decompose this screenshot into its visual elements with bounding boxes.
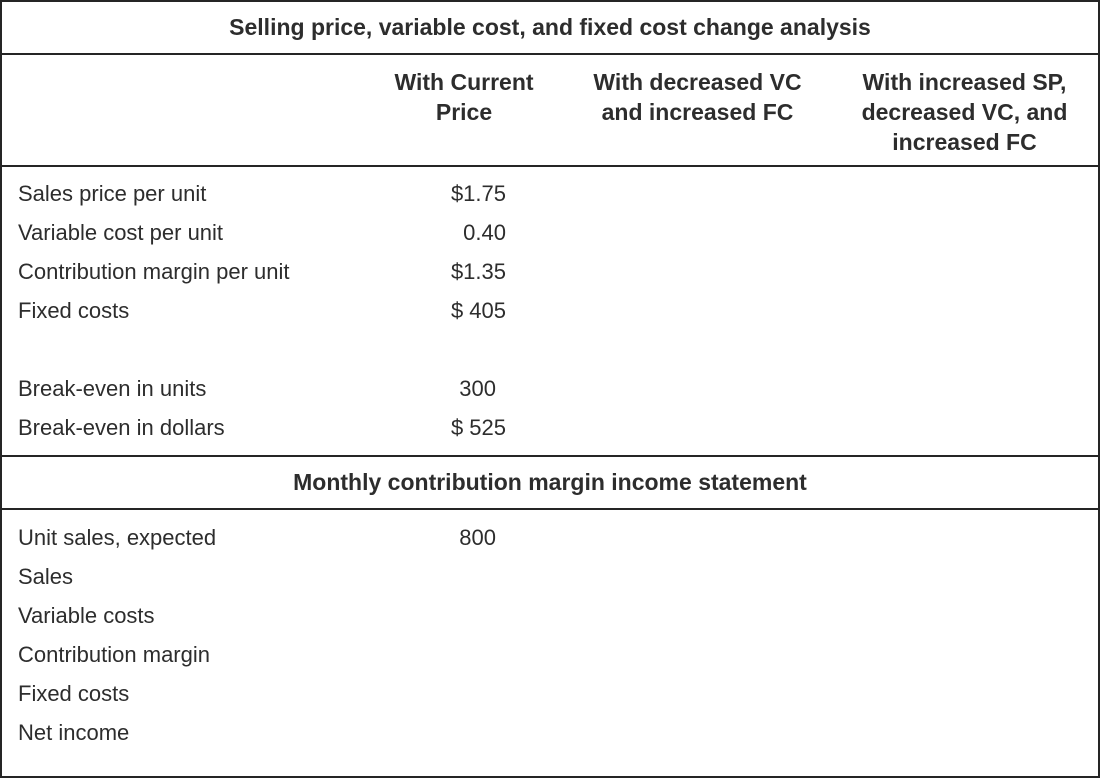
row-value-current-price: 800 xyxy=(459,524,496,550)
column-header-row: With Current Price With decreased VC and… xyxy=(2,55,1098,167)
row-label: Contribution margin per unit xyxy=(18,258,290,284)
row-value-current-price: $ 405 xyxy=(450,297,506,323)
row-value-current-price: 0.40 xyxy=(463,219,506,245)
table-title: Selling price, variable cost, and fixed … xyxy=(2,2,1098,55)
row-label: Fixed costs xyxy=(18,680,130,706)
row-value-current-price: $1.75 xyxy=(450,180,506,206)
table-row-net-income: Net income xyxy=(2,713,1098,752)
row-label: Unit sales, expected xyxy=(18,524,217,550)
table-row-sales: Sales xyxy=(2,557,1098,596)
table-row-sales-price-per-unit: Sales price per unit $1.75 xyxy=(2,174,1098,213)
table-row-variable-cost-per-unit: Variable cost per unit 0.40 xyxy=(2,213,1098,252)
table-row-spacer xyxy=(2,330,1098,369)
column-header-decreased-vc-increased-fc: With decreased VC and increased FC xyxy=(593,69,802,125)
table-row-fixed-costs-statement: Fixed costs xyxy=(2,674,1098,713)
row-label: Break-even in units xyxy=(18,375,207,401)
row-value-current-price: 300 xyxy=(459,375,496,401)
row-label: Fixed costs xyxy=(18,297,130,323)
break-even-analysis-section: Sales price per unit $1.75 Variable cost… xyxy=(2,167,1098,457)
section-title-monthly-income-statement: Monthly contribution margin income state… xyxy=(2,457,1098,510)
table-row-unit-sales-expected: Unit sales, expected 800 xyxy=(2,518,1098,557)
table-row-break-even-in-units: Break-even in units 300 xyxy=(2,369,1098,408)
table-row-break-even-in-dollars: Break-even in dollars $ 525 xyxy=(2,408,1098,447)
row-label: Variable cost per unit xyxy=(18,219,224,245)
table-row-fixed-costs: Fixed costs $ 405 xyxy=(2,291,1098,330)
row-value-current-price: $1.35 xyxy=(450,258,506,284)
row-value-current-price: $ 525 xyxy=(450,414,506,440)
table-row-contribution-margin-per-unit: Contribution margin per unit $1.35 xyxy=(2,252,1098,291)
row-label: Sales xyxy=(18,563,74,589)
row-label: Variable costs xyxy=(18,602,155,628)
table-row-contribution-margin: Contribution margin xyxy=(2,635,1098,674)
column-header-increased-sp-decreased-vc-increased-fc: With increased SP, decreased VC, and inc… xyxy=(861,69,1068,155)
row-label: Net income xyxy=(18,719,130,745)
table-row-variable-costs: Variable costs xyxy=(2,596,1098,635)
row-label: Break-even in dollars xyxy=(18,414,225,440)
income-statement-section: Unit sales, expected 800 Sales Variable … xyxy=(2,510,1098,776)
column-header-with-current-price: With Current Price xyxy=(394,69,534,125)
row-label: Contribution margin xyxy=(18,641,210,667)
row-label: Sales price per unit xyxy=(18,180,207,206)
